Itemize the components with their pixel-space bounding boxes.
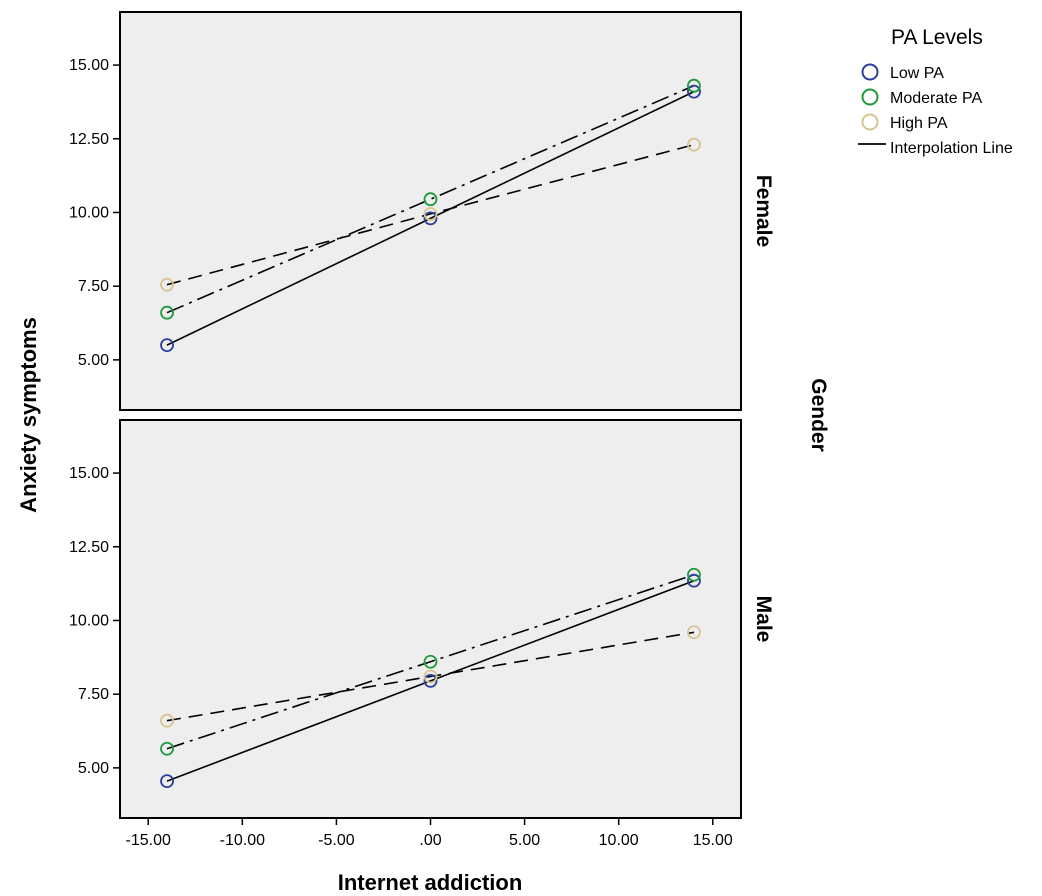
legend-marker-high-pa xyxy=(861,113,879,131)
y-tick-label: 10.00 xyxy=(69,204,109,221)
data-point-moderate-pa xyxy=(687,78,701,93)
y-tick-label: 15.00 xyxy=(69,465,109,482)
legend-marker-low-pa xyxy=(861,63,879,81)
y-tick-label: 10.00 xyxy=(69,612,109,629)
x-tick-label: 10.00 xyxy=(599,832,639,849)
panel-female: 5.00 7.50 10.00 12.50 15.00 Female xyxy=(69,11,775,411)
y-tick-label: 5.00 xyxy=(78,760,109,777)
data-point-high-pa xyxy=(423,669,438,684)
data-point-high-pa xyxy=(160,713,174,728)
data-point-low-pa xyxy=(423,211,438,226)
data-point-low-pa xyxy=(160,774,174,789)
y-tick-label: 12.50 xyxy=(69,131,109,148)
panel-background xyxy=(119,419,742,819)
data-point-low-pa xyxy=(687,84,701,99)
series-line-high-pa xyxy=(166,631,695,722)
x-axis: -15.00 -10.00 -5.00 .00 5.00 10.00 15.00 xyxy=(126,818,733,849)
series-line-low-pa xyxy=(166,579,695,782)
legend-entries: Low PA Moderate PA High PA Interpolation Li… xyxy=(858,63,1013,157)
facet-label-female: Female xyxy=(752,175,775,247)
y-tick-label: 15.00 xyxy=(69,57,109,74)
series-line-moderate-pa xyxy=(166,84,695,314)
y-tick-label: 7.50 xyxy=(78,278,109,295)
x-tick-label: 15.00 xyxy=(693,832,733,849)
x-tick-label: .00 xyxy=(419,832,441,849)
data-point-moderate-pa xyxy=(423,192,438,207)
y-tick-label: 12.50 xyxy=(69,539,109,556)
x-tick-label: -15.00 xyxy=(126,832,171,849)
legend-label: High PA xyxy=(890,115,948,132)
data-point-moderate-pa xyxy=(423,654,438,669)
x-tick-label: 5.00 xyxy=(509,832,540,849)
series-line-moderate-pa xyxy=(166,574,695,750)
x-tick-label: -5.00 xyxy=(318,832,355,849)
data-point-moderate-pa xyxy=(160,741,174,756)
panel-male: 5.00 7.50 10.00 12.50 15.00 Male xyxy=(69,419,775,819)
facet-label-male: Male xyxy=(752,596,775,643)
y-tick-label: 5.00 xyxy=(78,352,109,369)
y-tick-label: 7.50 xyxy=(78,686,109,703)
data-point-high-pa xyxy=(687,137,701,152)
data-point-high-pa xyxy=(423,207,438,221)
x-axis-title: Internet addiction xyxy=(338,870,523,895)
data-point-low-pa xyxy=(687,573,701,588)
legend-label: Moderate PA xyxy=(890,90,983,107)
panels-layer: 5.00 7.50 10.00 12.50 15.00 Female 5.00 7.50 10.… xyxy=(69,11,775,819)
series-line-low-pa xyxy=(166,90,695,346)
panel-background xyxy=(119,11,742,411)
legend-title: PA Levels xyxy=(891,26,983,49)
data-point-high-pa xyxy=(160,277,174,292)
facet-variable-title: Gender xyxy=(807,378,830,452)
data-point-high-pa xyxy=(687,625,701,640)
data-point-moderate-pa xyxy=(160,305,174,320)
data-point-low-pa xyxy=(423,674,438,688)
legend: PA Levels Low PA Moderate PA High PA Interp… xyxy=(858,26,1013,157)
legend-label: Interpolation Line xyxy=(890,140,1013,157)
series-line-high-pa xyxy=(166,143,695,286)
legend-label: Low PA xyxy=(890,65,944,82)
data-point-moderate-pa xyxy=(687,567,701,582)
legend-marker-moderate-pa xyxy=(861,88,879,106)
y-axis-title: Anxiety symptoms xyxy=(16,317,41,513)
data-point-low-pa xyxy=(160,338,174,353)
x-tick-label: -10.00 xyxy=(220,832,265,849)
